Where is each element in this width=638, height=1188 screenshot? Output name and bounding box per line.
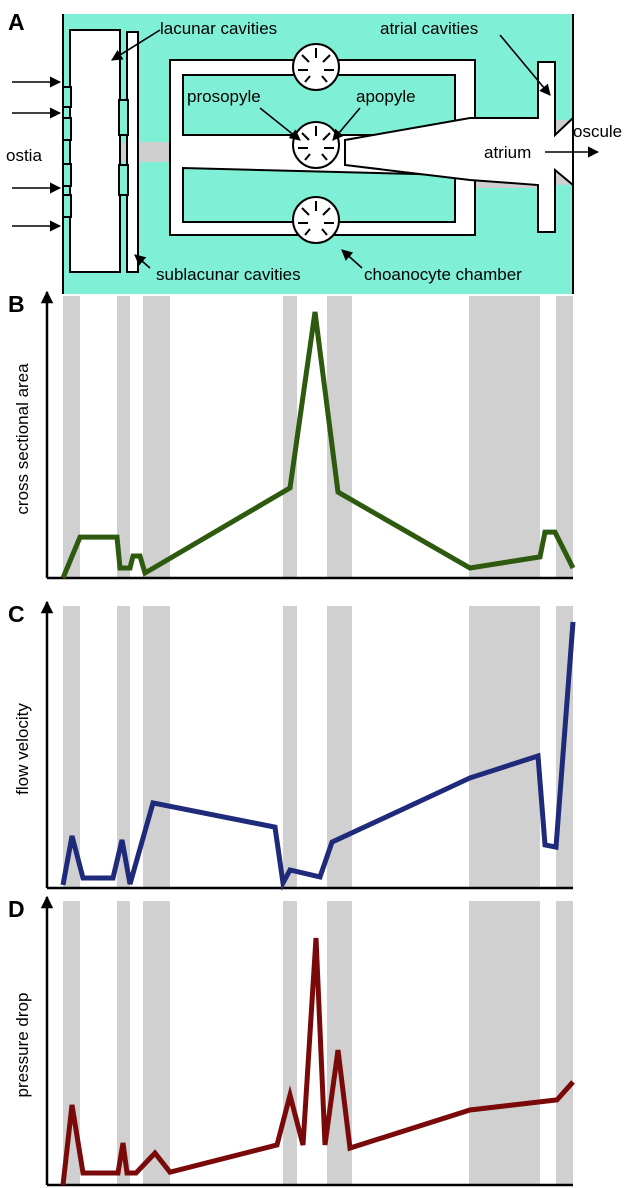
- sublacunar-cavity: [126, 31, 139, 273]
- shaded-region: [63, 606, 80, 888]
- label: lacunar cavities: [160, 19, 277, 38]
- panel-label: A: [8, 9, 25, 35]
- label: ostia: [6, 146, 42, 165]
- leaders: [12, 29, 600, 269]
- data-line: [60, 937, 575, 1186]
- label: oscule: [573, 122, 622, 141]
- shaded-region: [117, 606, 130, 888]
- y-axis-label: flow velocity: [13, 703, 32, 795]
- label: apopyle: [356, 87, 416, 106]
- lacunar-cavity: [69, 29, 121, 273]
- shaded-region: [283, 606, 297, 888]
- panel-label: B: [8, 291, 25, 317]
- shaded-region: [143, 606, 170, 888]
- data-line: [60, 621, 576, 891]
- shaded-region: [143, 296, 170, 578]
- diagram: A lacunar cavities atrial cavities proso…: [6, 9, 622, 294]
- shaded-region: [556, 901, 573, 1185]
- shaded-region: [63, 296, 80, 578]
- label: sublacunar cavities: [156, 265, 301, 284]
- label: atrial cavities: [380, 19, 478, 38]
- y-axis-label: cross sectional area: [13, 363, 32, 515]
- shaded-region: [143, 901, 170, 1185]
- label: prosopyle: [187, 87, 261, 106]
- shaded-region: [283, 296, 297, 578]
- shaded-region: [469, 296, 540, 578]
- shaded-region: [117, 296, 130, 578]
- shaded-region: [556, 296, 573, 578]
- shaded-region: [283, 901, 297, 1185]
- shaded-region: [117, 901, 130, 1185]
- label: atrium: [484, 143, 531, 162]
- label: choanocyte chamber: [364, 265, 522, 284]
- data-line: [60, 311, 576, 579]
- chambers: [292, 43, 340, 244]
- panel-label: D: [8, 896, 25, 922]
- shaded-region: [469, 606, 540, 888]
- shaded-region: [469, 901, 540, 1185]
- y-axis-label: pressure drop: [13, 993, 32, 1098]
- panel-label: C: [8, 601, 25, 627]
